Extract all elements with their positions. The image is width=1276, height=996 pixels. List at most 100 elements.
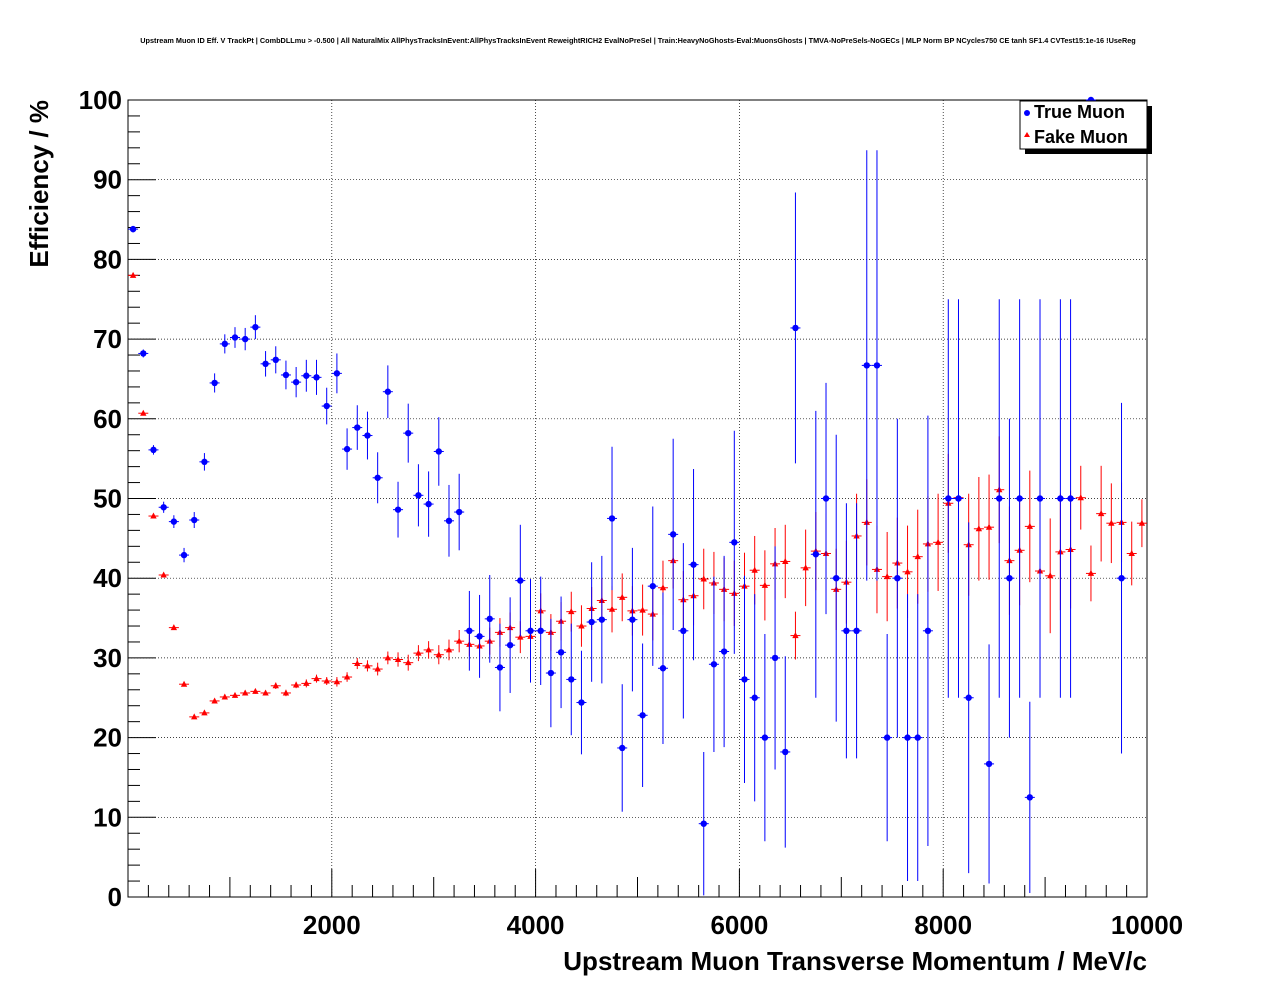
true-muon-point [394,506,402,513]
fake-muon-point [578,622,585,629]
true-muon-point [374,474,381,481]
true-muon-point [863,362,870,369]
true-muon-point [822,495,830,502]
true-muon-point [537,627,544,635]
fake-muon-point [659,584,667,591]
y-tick-label: 50 [93,484,122,514]
true-muon-point [455,508,463,516]
true-muon-point [812,551,820,558]
true-muon-point [700,820,707,827]
fake-muon-point [364,662,371,669]
true-muon-point [853,627,860,635]
true-muon-point [629,616,636,623]
fake-muon-point [140,409,147,416]
legend: True Muon Fake Muon [1019,100,1152,154]
true-muon-point [384,388,392,395]
true-muon-point [517,577,524,584]
true-muon-point [914,734,921,741]
fake-muon-point [435,651,442,658]
true-muon-point [731,539,738,546]
true-muon-point [405,429,412,437]
y-tick-label: 20 [93,723,122,753]
true-muon-point [608,515,616,522]
true-muon-point [435,448,442,455]
true-muon-point [619,744,626,752]
y-tick-label: 100 [79,85,122,115]
fake-muon-point [985,523,993,530]
fake-muon-point [904,568,911,575]
true-muon-point [1006,575,1013,582]
fake-muon-point [1026,522,1034,529]
fake-muon-point [425,646,432,653]
fake-muon-point [343,673,351,680]
fake-muon-point [221,693,229,700]
true-muon-point [669,531,677,538]
fake-muon-point [445,646,453,653]
fake-muon-point [517,633,524,640]
legend-fake-muon-label: Fake Muon [1034,127,1128,147]
fake-muon-point [384,654,392,661]
fake-muon-point [241,689,249,696]
fake-muon-point [150,512,157,519]
true-muon-point [191,516,198,524]
fake-muon-point [405,659,412,666]
true-muon-point [486,615,493,623]
true-muon-point [129,225,137,233]
y-axis-label: Efficiency / % [24,100,54,268]
true-muon-point [333,370,341,377]
fake-muon-point [323,677,330,684]
true-muon-point [710,661,718,668]
true-muon-point [782,748,789,756]
true-muon-point [557,649,565,656]
legend-true-muon-marker [1024,110,1030,116]
fake-muon-point [1077,494,1084,501]
true-muon-point [924,627,932,635]
fake-muon-point [639,606,646,613]
true-muon-point [160,504,167,511]
true-muon-point [201,458,208,466]
fake-muon-point [782,557,789,564]
true-muon-point [180,551,188,559]
true-muon-point [588,618,595,626]
fake-muon-point [272,682,279,689]
true-muon-point [1067,495,1074,502]
true-muon-point [996,495,1003,502]
true-muon-point [720,648,728,655]
fake-muon-point [975,525,983,532]
fake-muon-point [313,675,320,682]
true-muon-point [415,492,422,499]
true-muon-point [598,616,606,623]
true-muon-point [873,362,881,369]
true-muon-point [833,575,840,582]
fake-muon-point [934,538,942,545]
true-muon-point [547,669,555,677]
true-muon-point [1057,495,1064,502]
true-muon-point [1036,495,1044,502]
fake-muon-point [1046,572,1054,579]
fake-muon-point [303,679,310,686]
y-tick-label: 30 [93,643,122,673]
true-muon-point [792,324,799,332]
fake-muon-point [1087,569,1095,576]
fake-muon-point [883,573,891,580]
true-muon-point [150,446,157,454]
fake-muon-point [761,581,769,588]
fake-muon-point [394,655,402,662]
axis-ticks [128,99,1148,898]
x-tick-label: 4000 [507,910,565,940]
fake-muon-point [455,637,463,644]
fake-muon-point [333,678,341,685]
x-tick-label: 6000 [710,910,768,940]
fake-muon-point [374,665,381,672]
true-muon-point [425,500,432,508]
true-muon-point [1026,794,1034,801]
legend-fake-muon-marker [1024,132,1030,137]
fake-muon-point [914,553,921,560]
true-muon-point [639,712,646,719]
true-muon-point [1118,575,1125,582]
true-muon-point [945,495,952,502]
x-tick-label: 10000 [1111,910,1183,940]
true-muon-point [955,495,962,502]
true-muon-point [466,627,473,635]
